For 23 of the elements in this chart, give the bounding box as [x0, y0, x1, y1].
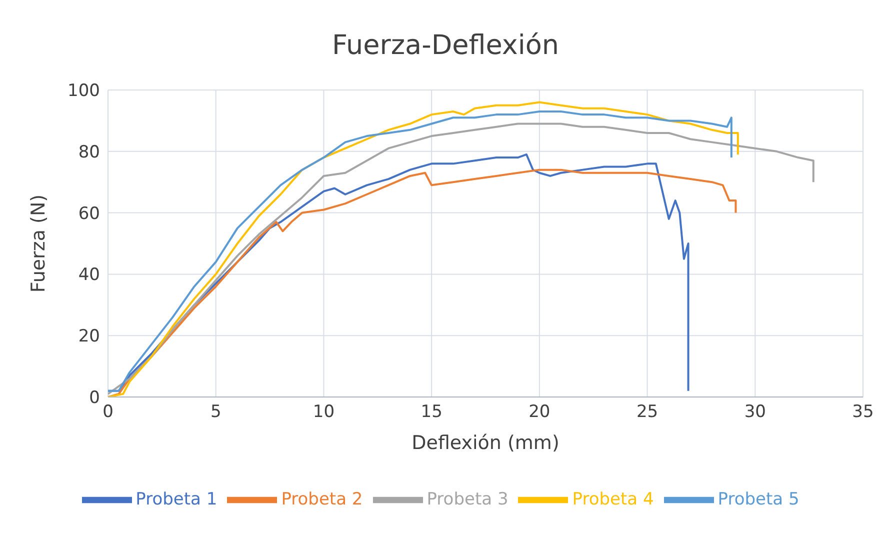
x-tick-label: 5	[210, 402, 222, 422]
legend-label: Probeta 3	[426, 490, 508, 510]
x-tick-label: 0	[102, 402, 114, 422]
line-series	[108, 122, 814, 395]
legend-label: Probeta 5	[718, 490, 800, 510]
y-tick-label: 0	[89, 388, 100, 408]
x-tick-label: 30	[744, 402, 766, 422]
x-tick-label: 35	[852, 402, 874, 422]
y-tick-label: 20	[78, 326, 100, 347]
x-tick-label: 15	[420, 402, 442, 422]
x-tick-label: 10	[312, 402, 335, 422]
x-axis-title: Deflexión (mm)	[412, 432, 560, 454]
y-tick-label: 40	[78, 265, 100, 286]
legend-label: Probeta 2	[281, 490, 363, 510]
y-axis-title: Fuerza (N)	[28, 194, 50, 293]
legend-label: Probeta 1	[136, 490, 218, 510]
x-tick-label: 25	[636, 402, 658, 422]
legend-label: Probeta 4	[572, 490, 654, 510]
y-tick-label: 100	[68, 81, 100, 102]
y-tick-label: 60	[78, 204, 100, 224]
chart-title: Fuerza-Deflexión	[331, 29, 560, 63]
y-tick-label: 80	[78, 142, 100, 162]
x-tick-label: 20	[528, 402, 550, 422]
